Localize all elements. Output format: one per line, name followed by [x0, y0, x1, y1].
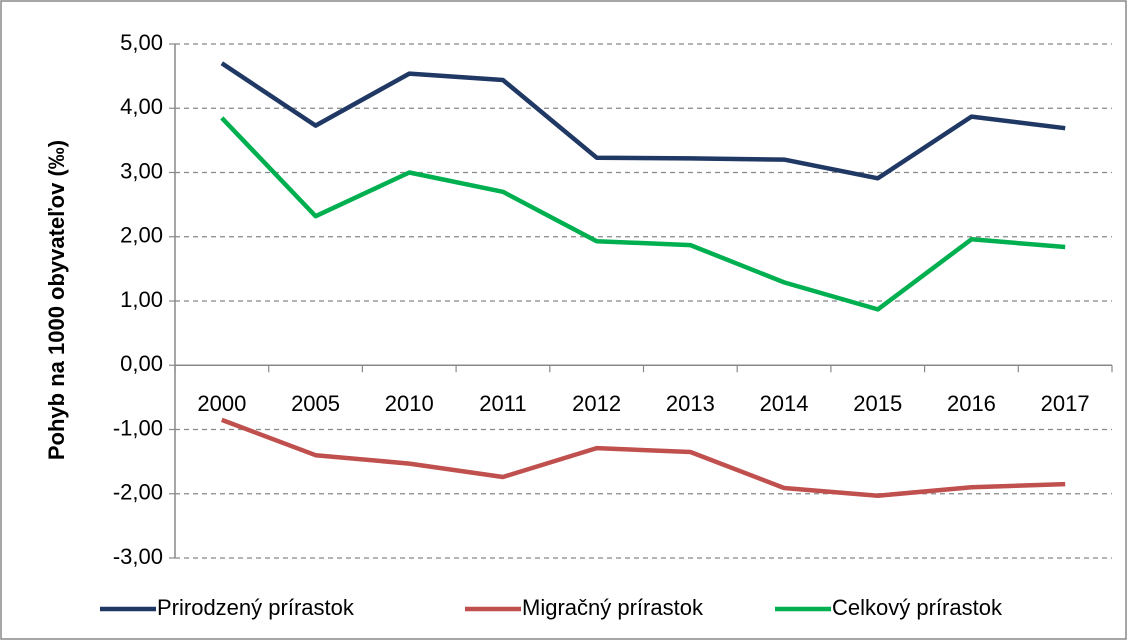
- x-tick-label: 2011: [479, 391, 526, 416]
- series-line: [220, 61, 1066, 181]
- x-tick-label: 2015: [853, 391, 902, 416]
- series-line: [221, 417, 1066, 498]
- y-tick-label: 5,00: [120, 30, 163, 55]
- legend-label: Prirodzený prírastok: [157, 595, 355, 620]
- y-tick-label: 3,00: [120, 158, 163, 183]
- legend-label: Celkový prírastok: [832, 595, 1003, 620]
- y-axis-label: Pohyb na 1000 obyvateľov (‰): [44, 140, 69, 460]
- series-line: [220, 116, 1066, 312]
- x-tick-label: 2000: [197, 391, 246, 416]
- legend-label: Migračný prírastok: [522, 595, 704, 620]
- x-tick-label: 2014: [760, 391, 809, 416]
- y-tick-label: 2,00: [120, 223, 163, 248]
- x-tick-label: 2012: [572, 391, 621, 416]
- y-tick-label: -3,00: [113, 544, 163, 569]
- y-tick-label: 4,00: [120, 94, 163, 119]
- y-tick-label: 1,00: [120, 287, 163, 312]
- y-tick-label: 0,00: [120, 351, 163, 376]
- x-tick-label: 2016: [947, 391, 996, 416]
- x-tick-label: 2010: [385, 391, 434, 416]
- y-tick-label: -1,00: [113, 415, 163, 440]
- x-tick-label: 2005: [291, 391, 340, 416]
- x-tick-label: 2013: [666, 391, 715, 416]
- x-tick-label: 2017: [1041, 391, 1090, 416]
- y-tick-label: -2,00: [113, 480, 163, 505]
